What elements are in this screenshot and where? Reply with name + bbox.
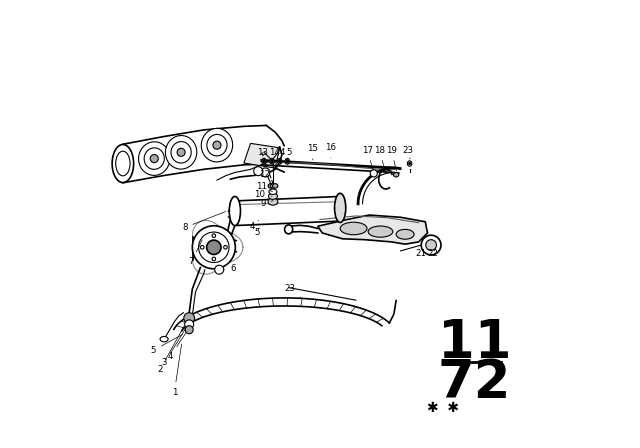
Text: 9: 9 [260,199,273,208]
Text: 12: 12 [259,170,273,186]
Circle shape [185,326,193,334]
Text: 2: 2 [157,326,184,374]
Text: 19: 19 [387,146,397,171]
Ellipse shape [270,184,276,188]
Ellipse shape [278,159,282,164]
Text: 6: 6 [223,264,236,273]
Ellipse shape [138,142,170,175]
Polygon shape [244,143,280,168]
Circle shape [198,232,229,263]
Text: ✱  ✱: ✱ ✱ [428,401,460,415]
Text: 18: 18 [374,146,385,173]
Ellipse shape [207,134,227,156]
Text: 16: 16 [325,143,336,158]
Text: 11: 11 [256,182,273,192]
Ellipse shape [201,129,233,162]
Text: 4: 4 [279,148,285,161]
Circle shape [261,168,270,177]
Circle shape [185,320,194,329]
Ellipse shape [160,336,168,342]
Ellipse shape [368,226,393,237]
Ellipse shape [273,184,278,188]
Text: 10: 10 [255,190,272,199]
Text: 14: 14 [269,148,280,161]
Circle shape [207,240,221,254]
Ellipse shape [165,136,197,169]
Ellipse shape [394,172,399,177]
Text: 5: 5 [287,148,292,161]
Ellipse shape [407,161,412,166]
Text: 11: 11 [438,317,511,369]
Ellipse shape [269,189,277,194]
Ellipse shape [335,194,346,223]
Circle shape [184,313,195,323]
Ellipse shape [177,148,185,156]
Ellipse shape [268,198,278,205]
Ellipse shape [268,184,273,188]
Ellipse shape [340,222,367,235]
Text: 13: 13 [257,148,268,161]
Ellipse shape [285,225,292,234]
Ellipse shape [409,162,410,165]
Ellipse shape [150,155,158,163]
Text: 72: 72 [438,357,511,409]
Text: 15: 15 [307,144,318,160]
Text: 23: 23 [402,146,413,159]
Ellipse shape [171,142,191,163]
Circle shape [212,257,216,261]
Circle shape [253,167,262,176]
Circle shape [212,234,216,237]
Ellipse shape [285,159,289,164]
Polygon shape [317,215,428,244]
Ellipse shape [286,160,289,163]
Text: 7: 7 [189,240,202,266]
Ellipse shape [271,160,273,163]
Text: 1: 1 [172,344,182,396]
Ellipse shape [116,151,130,176]
Circle shape [224,246,227,249]
Ellipse shape [396,229,414,239]
Ellipse shape [112,144,134,183]
Text: 22: 22 [428,249,438,258]
Circle shape [370,170,378,177]
Circle shape [193,226,236,269]
Text: 5: 5 [150,335,182,355]
Circle shape [200,246,204,249]
Ellipse shape [270,159,275,164]
Circle shape [421,235,441,255]
Ellipse shape [144,148,164,169]
Ellipse shape [229,196,241,226]
Text: 5: 5 [255,228,260,237]
Ellipse shape [263,160,265,163]
Text: 23: 23 [284,284,302,299]
Text: 17: 17 [362,146,373,170]
Ellipse shape [278,160,281,163]
Circle shape [215,265,224,274]
Text: 8: 8 [182,211,225,232]
Circle shape [426,240,436,250]
Ellipse shape [262,159,266,164]
Text: 4: 4 [250,220,259,231]
Text: 21: 21 [416,249,427,258]
Text: 3: 3 [162,329,185,367]
Text: 4: 4 [168,333,186,361]
Ellipse shape [269,193,278,199]
Ellipse shape [213,141,221,149]
